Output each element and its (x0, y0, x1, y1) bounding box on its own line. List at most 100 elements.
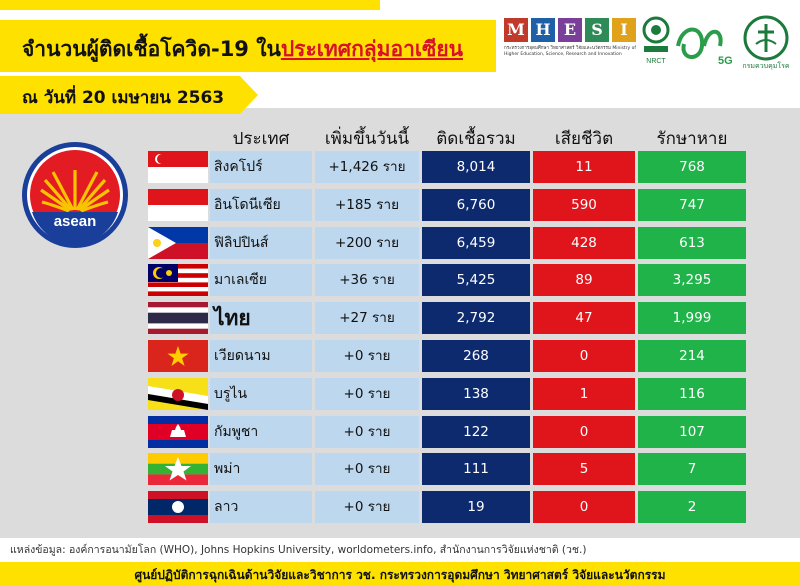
new-cases-cell: +200 ราย (315, 226, 419, 259)
country-cell: กัมพูชา (210, 415, 312, 448)
mhesi-letter: S (585, 18, 609, 42)
mhesi-letter: H (531, 18, 555, 42)
logo-5g: 5G (676, 27, 732, 67)
deaths-cell: 11 (533, 151, 635, 183)
new-cases-cell: +0 ราย (315, 491, 419, 524)
new-cases-cell: +36 ราย (315, 264, 419, 297)
flag-brunei-icon (148, 377, 208, 410)
mhesi-letter: E (558, 18, 582, 42)
dmc-caption: กรมควบคุมโรค (742, 61, 789, 70)
flag-vietnam-icon (148, 340, 208, 372)
table-row: ลาว +0 ราย 19 0 2 (0, 488, 800, 524)
new-cases-cell: +0 ราย (315, 415, 419, 448)
table-row: กัมพูชา +0 ราย 122 0 107 (0, 413, 800, 448)
deaths-cell: 0 (533, 340, 635, 372)
title-main: จำนวนผู้ติดเชื้อโควิด-19 ใน (22, 37, 281, 61)
date-banner (0, 76, 258, 114)
deaths-cell: 89 (533, 264, 635, 297)
page-title: จำนวนผู้ติดเชื้อโควิด-19 ในประเทศกลุ่มอา… (22, 33, 463, 66)
deaths-cell: 590 (533, 188, 635, 221)
asean-emblem: asean (22, 142, 128, 248)
title-banner (0, 20, 496, 72)
table-row: พม่า +0 ราย 111 5 7 (0, 450, 800, 486)
total-cases-cell: 122 (422, 415, 530, 448)
deaths-cell: 5 (533, 453, 635, 486)
flag-malaysia-icon (148, 264, 208, 297)
total-cases-cell: 6,760 (422, 188, 530, 221)
column-header-recovered: รักษาหาย (656, 129, 728, 149)
recovered-cell: 768 (638, 151, 746, 183)
footer-bar (0, 562, 800, 586)
table-row: ฟิลิปปินส์ +200 ราย 6,459 428 613 (0, 224, 800, 259)
deaths-cell: 0 (533, 491, 635, 524)
nrct-logo: NRCT (642, 16, 670, 65)
flag-thailand-icon (148, 302, 208, 335)
recovered-cell: 613 (638, 226, 746, 259)
column-header-new: เพิ่มขึ้นวันนี้ (324, 129, 410, 149)
recovered-cell: 2 (638, 491, 746, 524)
flag-cambodia-icon (148, 415, 208, 448)
nrct-label: NRCT (646, 58, 666, 65)
emblem-text: asean (54, 213, 97, 230)
new-cases-cell: +0 ราย (315, 340, 419, 372)
new-cases-cell: +0 ราย (315, 377, 419, 410)
deaths-cell: 428 (533, 226, 635, 259)
title-highlight: ประเทศกลุ่มอาเซียน (280, 37, 464, 61)
total-cases-cell: 268 (422, 340, 530, 372)
total-cases-cell: 5,425 (422, 264, 530, 297)
flag-myanmar-icon (148, 453, 208, 486)
country-cell: ลาว (210, 491, 312, 524)
logo-5g-text: 5G (718, 55, 732, 67)
table-row: มาเลเซีย +36 ราย 5,425 89 3,295 (0, 261, 800, 297)
table-row: ไทย +27 ราย 2,792 47 1,999 (0, 299, 800, 335)
country-cell: บรูไน (210, 377, 312, 410)
new-cases-cell: +27 ราย (315, 302, 419, 335)
new-cases-cell: +0 ราย (315, 453, 419, 486)
new-cases-cell: +185 ราย (315, 188, 419, 221)
top-accent-strip (0, 0, 380, 10)
mhesi-letter: I (612, 18, 636, 42)
total-cases-cell: 138 (422, 377, 530, 410)
total-cases-cell: 111 (422, 453, 530, 486)
column-header-deaths: เสียชีวิต (554, 129, 614, 149)
flag-indonesia-icon (148, 188, 208, 221)
flag-philippines-icon (148, 226, 208, 259)
total-cases-cell: 8,014 (422, 151, 530, 183)
country-cell: เวียดนาม (210, 340, 312, 372)
recovered-cell: 116 (638, 377, 746, 410)
column-header-country: ประเทศ (232, 129, 290, 149)
deaths-cell: 0 (533, 415, 635, 448)
country-cell: ฟิลิปปินส์ (210, 226, 312, 259)
recovered-cell: 1,999 (638, 302, 746, 335)
total-cases-cell: 19 (422, 491, 530, 524)
flag-singapore-icon (148, 151, 208, 183)
flag-laos-icon (148, 491, 208, 524)
source-note: แหล่งข้อมูล: องค์การอนามัยโลก (WHO), Joh… (10, 544, 587, 556)
total-cases-cell: 2,792 (422, 302, 530, 335)
table-row: สิงคโปร์ +1,426 ราย 8,014 11 768 (0, 148, 800, 183)
country-cell: สิงคโปร์ (210, 151, 312, 183)
new-cases-cell: +1,426 ราย (315, 151, 419, 183)
table-row: อินโดนีเซีย +185 ราย 6,760 590 747 (0, 186, 800, 221)
country-cell: อินโดนีเซีย (210, 188, 312, 221)
recovered-cell: 747 (638, 188, 746, 221)
recovered-cell: 214 (638, 340, 746, 372)
mhesi-letter: M (504, 18, 528, 42)
column-header-total: ติดเชื้อรวม (436, 129, 516, 149)
mhesi-caption: กระทรวงการอุดมศึกษา วิทยาศาสตร์ วิจัยและ… (504, 46, 636, 57)
deaths-cell: 1 (533, 377, 635, 410)
table-row: เวียดนาม +0 ราย 268 0 214 (0, 337, 800, 372)
country-cell: ไทย (210, 302, 312, 335)
country-cell: พม่า (210, 453, 312, 486)
country-cell: มาเลเซีย (210, 264, 312, 297)
dmc-logo: กรมควบคุมโรค (742, 15, 790, 70)
footer-text: ศูนย์ปฏิบัติการฉุกเฉินด้านวิจัยและวิชากา… (134, 568, 666, 582)
deaths-cell: 47 (533, 302, 635, 335)
table-row: บรูไน +0 ราย 138 1 116 (0, 375, 800, 410)
total-cases-cell: 6,459 (422, 226, 530, 259)
recovered-cell: 107 (638, 415, 746, 448)
recovered-cell: 7 (638, 453, 746, 486)
report-date: ณ วันที่ 20 เมษายน 2563 (22, 88, 225, 108)
